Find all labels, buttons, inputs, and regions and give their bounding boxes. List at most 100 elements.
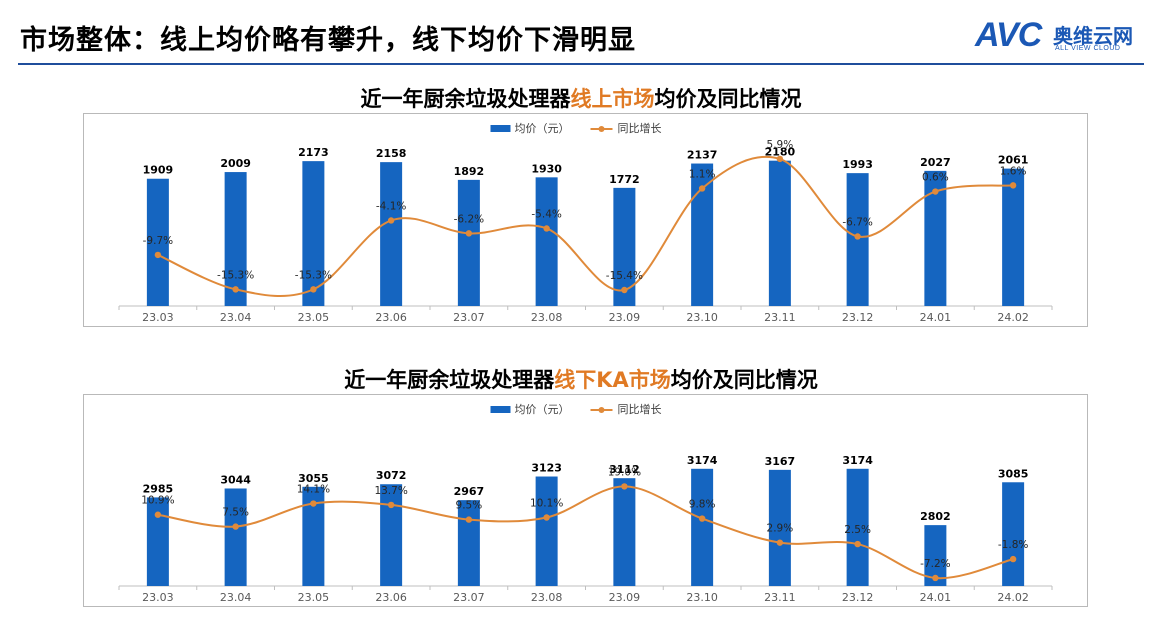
bar-23.04	[224, 488, 247, 586]
x-tick-label: 23.09	[609, 591, 641, 604]
yoy-point-23.09	[621, 483, 628, 490]
yoy-value-label: -4.1%	[376, 200, 406, 212]
yoy-value-label: -7.2%	[920, 558, 950, 570]
legend: 均价（元） 同比增长	[490, 402, 662, 416]
bar-value-label: 2137	[687, 149, 718, 162]
legend: 均价（元） 同比增长	[490, 121, 662, 135]
bar-value-label: 1772	[609, 173, 640, 186]
yoy-point-23.03	[154, 511, 162, 518]
yoy-value-label: 0.6%	[922, 172, 949, 184]
yoy-point-23.05	[310, 286, 317, 293]
chart2-title-part1: 近一年厨余垃圾处理器	[344, 368, 555, 392]
bar-23.03	[146, 497, 169, 586]
x-tick-label: 23.09	[609, 311, 641, 324]
bar-value-label: 2027	[920, 156, 951, 169]
bar-24.01	[924, 525, 947, 586]
yoy-point-23.09	[621, 286, 628, 294]
legend-bar-swatch	[490, 406, 511, 413]
yoy-value-label: -15.3%	[295, 269, 332, 281]
bar-23.05	[302, 161, 325, 306]
bar-23.08	[535, 476, 558, 586]
bar-value-label: 3174	[842, 454, 873, 467]
yoy-point-23.10	[698, 515, 706, 522]
bar-23.03	[146, 178, 169, 306]
bar-23.10	[691, 163, 714, 306]
bar-value-label: 3085	[998, 467, 1029, 480]
bar-value-label: 1909	[143, 164, 174, 177]
bar-value-label: 3055	[298, 472, 329, 485]
logo-en-text: ALL VIEW CLOUD	[1055, 45, 1121, 52]
x-tick-label: 23.05	[298, 311, 330, 324]
x-tick-label: 23.03	[142, 311, 174, 324]
bar-23.12	[846, 468, 869, 586]
x-axis-labels: 23.03 23.04 23.05 23.06 23.07 23.08 23.09 23.10…	[142, 591, 1029, 604]
yoy-point-23.11	[776, 539, 784, 546]
bar-value-label: 2173	[298, 146, 329, 159]
bar-23.06	[380, 484, 403, 586]
yoy-value-label: 14.1%	[297, 484, 330, 496]
x-tick-label: 23.07	[453, 311, 485, 324]
bar-23.09	[613, 187, 636, 306]
yoy-value-label: 5.9%	[767, 139, 794, 151]
x-tick-label: 23.12	[842, 311, 874, 324]
yoy-point-24.01	[932, 188, 939, 195]
yoy-point-23.07	[465, 230, 473, 237]
x-tick-label: 23.12	[842, 591, 874, 604]
chart1-title-part3: 均价及同比情况	[654, 87, 802, 111]
bar-24.02	[1002, 482, 1025, 586]
yoy-point-23.10	[698, 185, 706, 192]
bar-value-label: 2802	[920, 510, 951, 523]
yoy-value-label: 10.9%	[141, 495, 174, 507]
yoy-point-24.02	[1009, 182, 1017, 189]
yoy-value-label: 9.8%	[689, 499, 716, 511]
bar-value-label: 2180	[765, 146, 796, 159]
bar-23.07	[457, 179, 480, 306]
yoy-value-label: 2.5%	[844, 524, 871, 536]
yoy-value-label: 1.1%	[689, 168, 716, 180]
bar-24.02	[1002, 168, 1025, 306]
yoy-value-label: 9.5%	[456, 500, 483, 512]
legend-bar-label: 均价（元）	[515, 122, 570, 135]
legend-line-marker	[598, 126, 605, 132]
yoy-value-label: 1.6%	[1000, 165, 1027, 177]
x-tick-label: 23.07	[453, 591, 485, 604]
x-tick-label: 23.06	[375, 311, 407, 324]
yoy-point-23.12	[854, 540, 861, 548]
yoy-value-label: 10.1%	[530, 498, 563, 510]
bar-value-label: 2967	[454, 485, 485, 498]
x-tick-label: 23.06	[375, 591, 407, 604]
yoy-value-label: -5.4%	[531, 208, 561, 220]
avc-logo: AVC 奥维云网 ALL VIEW CLOUD	[975, 14, 1155, 60]
yoy-value-label: -1.8%	[998, 539, 1028, 551]
bar-series: 2985 3044 3055 3072 2967 3123 3112 3174 3167 3174…	[143, 454, 1029, 586]
bar-value-label: 3072	[376, 469, 407, 482]
yoy-point-23.05	[310, 500, 317, 507]
bar-23.11	[768, 160, 791, 306]
chart2-title-highlight: 线下KA市场	[554, 368, 671, 392]
bar-24.01	[924, 170, 947, 306]
yoy-point-23.12	[854, 233, 861, 240]
bar-value-label: 1993	[842, 158, 873, 171]
bar-23.05	[302, 486, 325, 586]
bar-23.10	[691, 468, 714, 586]
bar-value-label: 3044	[220, 473, 251, 486]
title-underline	[18, 63, 1144, 65]
x-tick-label: 24.02	[997, 591, 1029, 604]
x-axis-labels: 23.03 23.04 23.05 23.06 23.07 23.08 23.09 23.10…	[142, 311, 1029, 324]
yoy-value-label: -9.7%	[143, 235, 173, 247]
yoy-value-label: -15.3%	[217, 269, 254, 281]
x-tick-label: 24.01	[920, 311, 952, 324]
yoy-value-label: 19.0%	[608, 466, 641, 478]
x-tick-label: 23.04	[220, 311, 252, 324]
bar-value-label: 2985	[143, 482, 174, 495]
legend-bar-label: 均价（元）	[515, 403, 570, 416]
yoy-point-23.08	[543, 514, 550, 521]
line-series: -9.7% -15.3% -15.3% -4.1% -6.2% -5.4% -15.4% 1.…	[143, 139, 1027, 298]
legend-line-marker	[598, 407, 605, 413]
legend-line-label: 同比增长	[618, 121, 662, 135]
yoy-growth-line	[157, 155, 1014, 298]
yoy-value-label: -6.7%	[842, 216, 872, 228]
bar-value-label: 3167	[765, 455, 796, 468]
x-tick-label: 23.08	[531, 311, 563, 324]
bar-23.11	[768, 469, 791, 586]
